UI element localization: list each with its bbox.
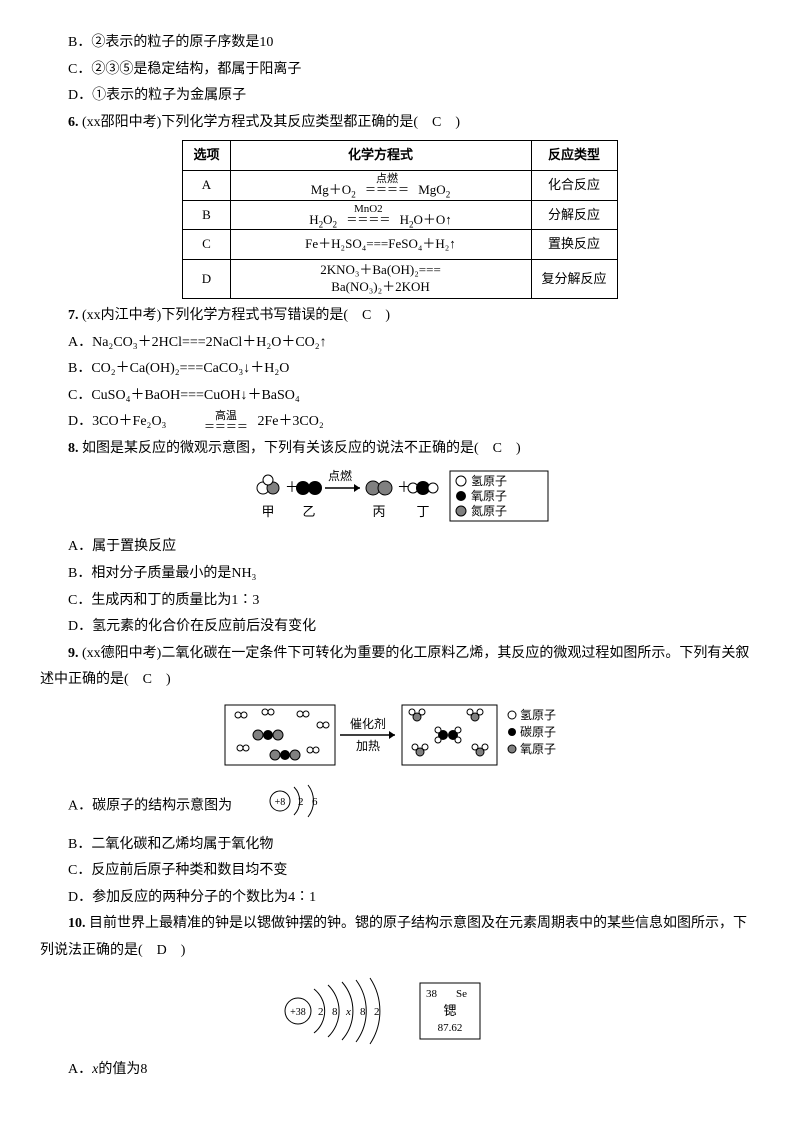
q9-stem-text: (xx德阳中考)二氧化碳在一定条件下可转化为重要的化工原料乙烯，其反应的微观过程…: [40, 646, 749, 688]
q9-opt-c: C．反应前后原子种类和数目均不变: [40, 858, 760, 885]
svg-text:x: x: [345, 1006, 351, 1018]
q7-opt-c: C．CuSO₄＋BaOH===CuOH↓＋BaSO₄: [40, 383, 760, 410]
svg-text:氢原子: 氢原子: [520, 707, 556, 722]
q7-stem: 7. (xx内江中考)下列化学方程式书写错误的是( C ): [40, 303, 760, 330]
table-row: B H2O2 MnO2＝＝＝＝ H2O＋O↑ 分解反应: [183, 200, 617, 230]
q5-opt-b: B．②表示的粒子的原子序数是10: [40, 30, 760, 57]
svg-text:氢原子: 氢原子: [471, 473, 507, 488]
q10-opt-a: A．x的值为8: [40, 1057, 760, 1084]
svg-text:催化剂: 催化剂: [350, 716, 386, 731]
q10-num: 10.: [68, 916, 86, 931]
q9-figure: 催化剂 加热: [40, 700, 760, 775]
q7-stem-text: (xx内江中考)下列化学方程式书写错误的是( C ): [82, 308, 390, 323]
svg-text:87.62: 87.62: [438, 1022, 463, 1034]
table-row: C Fe＋H₂SO₄===FeSO₄＋H₂↑ 置换反应: [183, 230, 617, 260]
q6-th-eq: 化学方程式: [230, 141, 531, 171]
svg-text:碳原子: 碳原子: [520, 725, 556, 739]
svg-text:乙: 乙: [302, 504, 315, 519]
svg-text:8: 8: [332, 1006, 338, 1018]
q6-stem-text: (xx邵阳中考)下列化学方程式及其反应类型都正确的是( C ): [82, 115, 460, 130]
q10-stem-text: 目前世界上最精准的钟是以锶做钟摆的钟。锶的原子结构示意图及在元素周期表中的某些信…: [40, 916, 747, 958]
atom-diagram-icon: +8 2 6: [236, 781, 334, 832]
svg-text:+8: +8: [274, 797, 285, 808]
q8-num: 8.: [68, 441, 79, 456]
q6-stem: 6. (xx邵阳中考)下列化学方程式及其反应类型都正确的是( C ): [40, 110, 760, 137]
q9-stem: 9. (xx德阳中考)二氧化碳在一定条件下可转化为重要的化工原料乙烯，其反应的微…: [40, 641, 760, 694]
svg-text:Se: Se: [456, 988, 467, 1000]
q5-opt-c: C．②③⑤是稳定结构，都属于阳离子: [40, 57, 760, 84]
svg-text:8: 8: [360, 1006, 366, 1018]
svg-text:氧原子: 氧原子: [471, 489, 507, 503]
q10-stem: 10. 目前世界上最精准的钟是以锶做钟摆的钟。锶的原子结构示意图及在元素周期表中…: [40, 911, 760, 964]
table-row: D 2KNO₃＋Ba(OH)₂=== Ba(NO₃)₂＋2KOH 复分解反应: [183, 260, 617, 299]
svg-text:氧原子: 氧原子: [520, 742, 556, 756]
q7-opt-b: B．CO₂＋Ca(OH)₂===CaCO₃↓＋H₂O: [40, 356, 760, 383]
q8-stem-text: 如图是某反应的微观示意图，下列有关该反应的说法不正确的是( C ): [82, 441, 521, 456]
svg-text:+38: +38: [290, 1007, 306, 1018]
q10-figure: +38 2 8 x 8 2 38 Se 锶 87.62: [40, 971, 760, 1051]
q8-stem: 8. 如图是某反应的微观示意图，下列有关该反应的说法不正确的是( C ): [40, 436, 760, 463]
q6-th-type: 反应类型: [531, 141, 617, 171]
svg-text:2: 2: [318, 1006, 324, 1018]
svg-text:锶: 锶: [443, 1003, 456, 1018]
svg-text:6: 6: [312, 796, 318, 808]
svg-text:2: 2: [374, 1006, 380, 1018]
q6-th-opt: 选项: [183, 141, 230, 171]
q9-opt-d: D．参加反应的两种分子的个数比为4∶1: [40, 885, 760, 912]
q8-opt-b: B．相对分子质量最小的是NH₃: [40, 561, 760, 588]
svg-text:2: 2: [298, 796, 304, 808]
q7-opt-d: D．3CO＋Fe₂O₃ 高温＝＝＝＝ 2Fe＋3CO₂: [40, 409, 760, 436]
q8-opt-c: C．生成丙和丁的质量比为1∶3: [40, 588, 760, 615]
svg-text:38: 38: [426, 988, 438, 1000]
q9-opt-b: B．二氧化碳和乙烯均属于氧化物: [40, 832, 760, 859]
svg-text:点燃: 点燃: [328, 468, 352, 483]
svg-text:加热: 加热: [356, 739, 380, 753]
q6-num: 6.: [68, 115, 79, 130]
q7-num: 7.: [68, 308, 79, 323]
svg-text:甲: 甲: [261, 504, 274, 519]
q9-opt-a: A．碳原子的结构示意图为 +8 2 6: [40, 781, 760, 832]
svg-text:丁: 丁: [416, 504, 429, 519]
q9-num: 9.: [68, 646, 79, 661]
q5-opt-d: D．①表示的粒子为金属原子: [40, 83, 760, 110]
q7-opt-a: A．Na₂CO₃＋2HCl===2NaCl＋H₂O＋CO₂↑: [40, 330, 760, 357]
q6-table: 选项 化学方程式 反应类型 A Mg＋O2 点燃＝＝＝＝ MgO2 化合反应 B…: [182, 140, 617, 299]
q8-opt-a: A．属于置换反应: [40, 534, 760, 561]
table-row: A Mg＋O2 点燃＝＝＝＝ MgO2 化合反应: [183, 171, 617, 201]
svg-text:丙: 丙: [372, 504, 385, 519]
q8-figure: ＋ 点燃 ＋ 甲 乙 丙 丁 氢原子 氧原子 氮原子: [40, 468, 760, 528]
svg-text:氮原子: 氮原子: [471, 503, 507, 518]
q8-opt-d: D．氢元素的化合价在反应前后没有变化: [40, 614, 760, 641]
